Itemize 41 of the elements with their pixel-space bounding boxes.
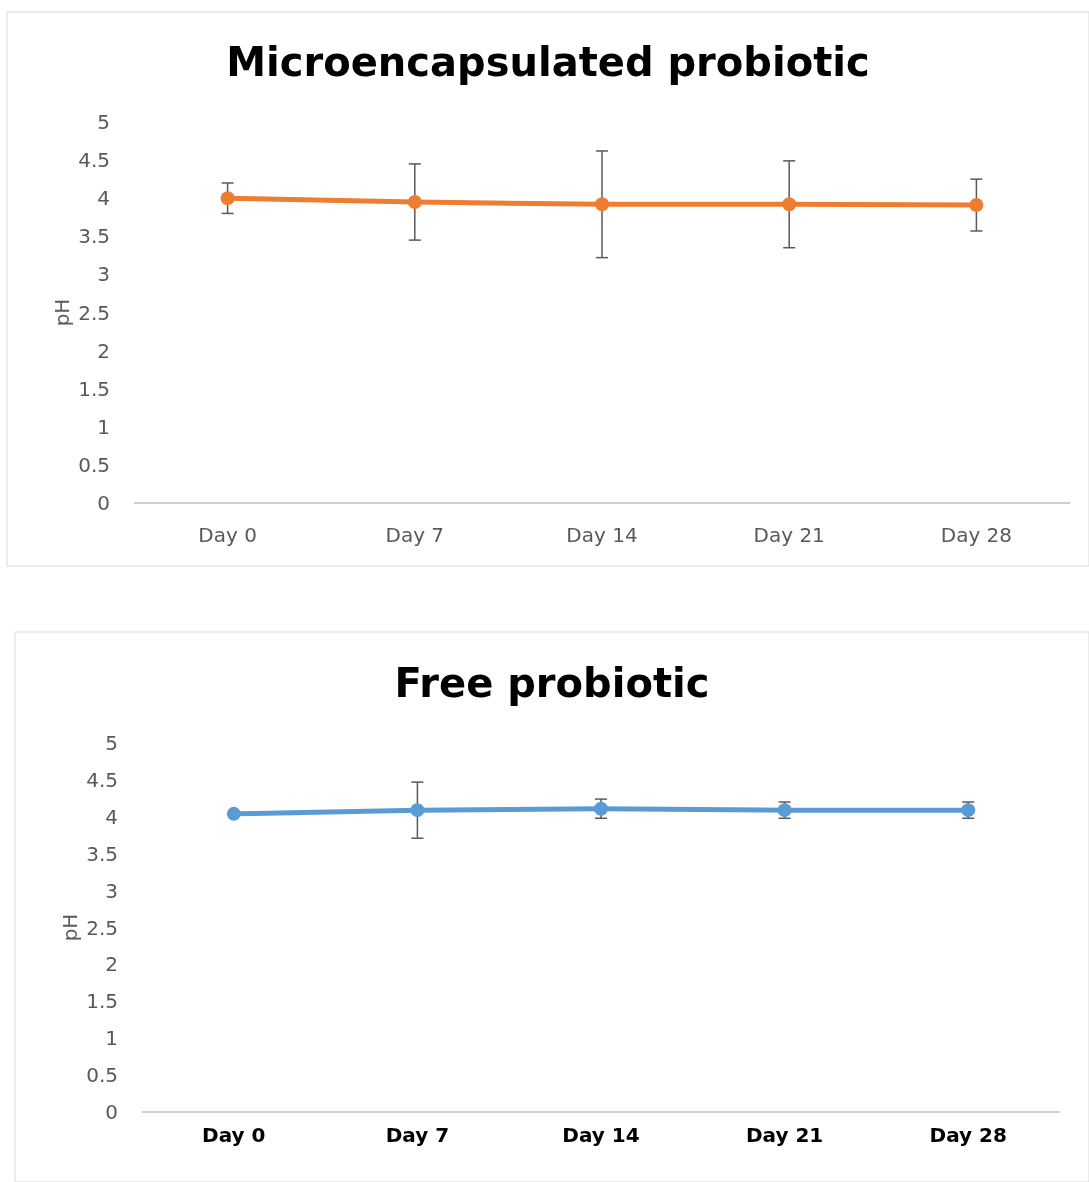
x-tick-label: Day 0 <box>198 523 257 547</box>
x-tick-label: Day 28 <box>940 523 1013 547</box>
y-tick-label: 2.5 <box>78 300 110 325</box>
x-tick-label: Day 7 <box>385 1123 450 1147</box>
y-tick-label: 3.5 <box>86 841 118 866</box>
y-tick-label: 0 <box>97 491 110 515</box>
point <box>782 197 797 212</box>
x-tick-label: Day 0 <box>202 1123 266 1147</box>
y-axis-title: pH <box>50 298 74 327</box>
chart-title: Microencapsulated probiotic <box>226 39 870 85</box>
y-tick-label: 2.5 <box>86 915 118 940</box>
y-axis-title: pH <box>58 913 82 942</box>
y-tick-label: 5 <box>105 731 118 755</box>
point <box>595 197 609 212</box>
x-tick-label: Day 14 <box>566 523 638 547</box>
y-tick-label: 3 <box>105 878 118 903</box>
y-tick-label: 0 <box>105 1100 118 1124</box>
y-tick-label: 3.5 <box>78 224 110 249</box>
y-tick-label: 4.5 <box>78 148 110 173</box>
y-tick-label: 4 <box>105 804 118 829</box>
point <box>407 195 422 210</box>
x-tick-label: Day 21 <box>745 1123 824 1147</box>
x-tick-label: Day 28 <box>929 1123 1007 1147</box>
y-tick-label: 4 <box>97 186 110 211</box>
y-tick-label: 1 <box>97 414 110 439</box>
y-tick-label: 2 <box>97 338 110 363</box>
x-tick-label: Day 7 <box>385 523 445 547</box>
y-tick-label: 1.5 <box>86 989 118 1014</box>
y-tick-label: 1.5 <box>78 376 110 401</box>
x-tick-label: Day 21 <box>753 523 825 547</box>
y-tick-label: 3 <box>97 262 110 287</box>
y-tick-label: 2 <box>105 952 118 977</box>
y-tick-label: 1 <box>105 1026 118 1051</box>
point <box>220 191 235 206</box>
point <box>969 198 984 213</box>
y-tick-label: 4.5 <box>86 767 118 792</box>
x-tick-label: Day 14 <box>562 1123 640 1147</box>
chart-title: Free probiotic <box>394 660 710 706</box>
y-tick-label: 0.5 <box>86 1063 118 1088</box>
y-tick-label: 0.5 <box>78 452 110 477</box>
y-tick-label: 5 <box>97 110 110 134</box>
